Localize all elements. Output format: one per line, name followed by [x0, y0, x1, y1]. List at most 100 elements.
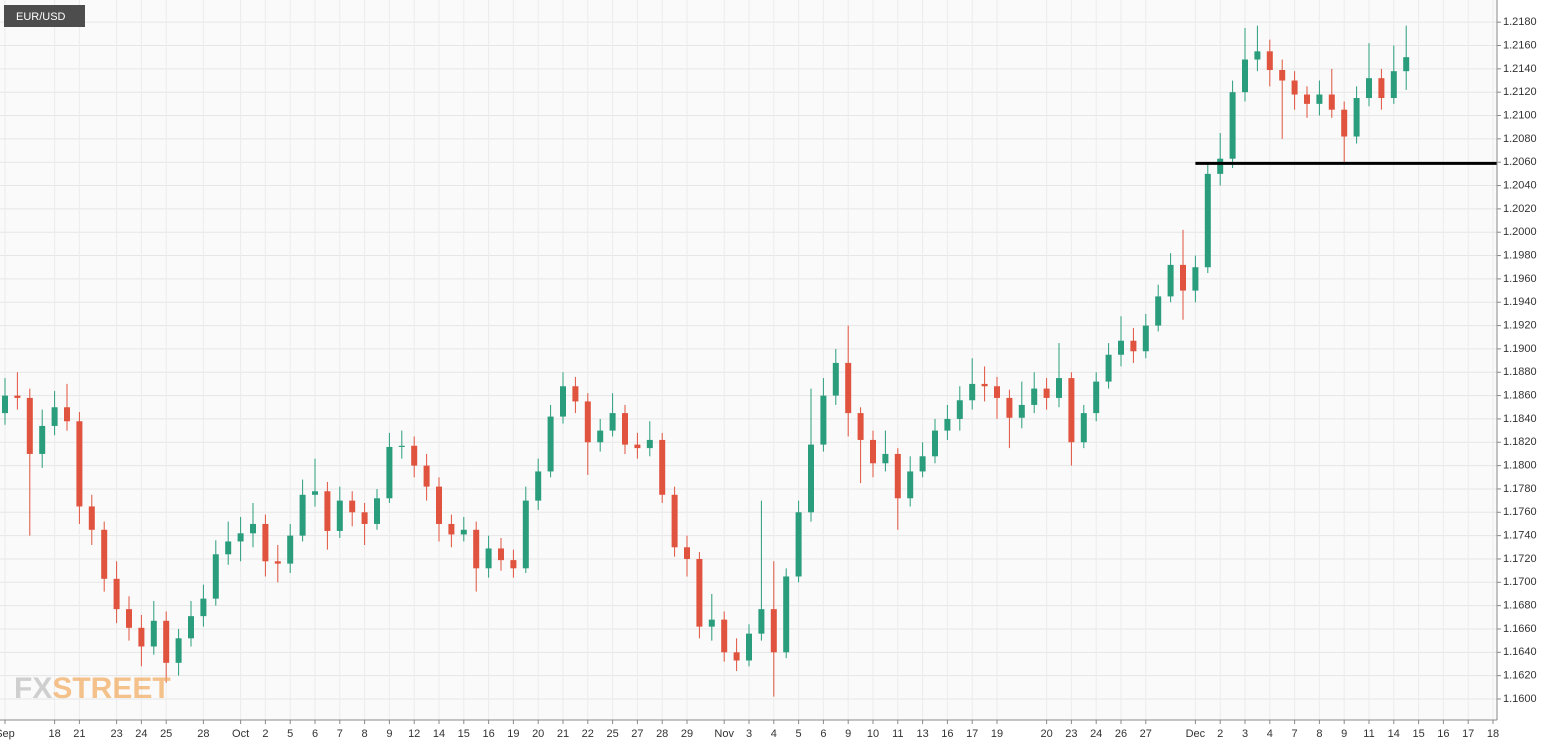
- x-tick-label: 10: [867, 728, 879, 740]
- x-tick-label: 3: [746, 728, 752, 740]
- candle-body: [981, 383, 988, 387]
- candle-body: [870, 439, 876, 464]
- candle-body: [374, 498, 380, 524]
- x-tick-label: 9: [845, 728, 851, 740]
- candle-body: [398, 445, 405, 447]
- candle-body: [76, 421, 83, 507]
- candle-body: [2, 395, 8, 414]
- candle-body: [795, 512, 802, 577]
- candle-body: [336, 500, 343, 531]
- candle-body: [225, 541, 232, 555]
- watermark-fx: FX: [14, 672, 52, 705]
- candle-body: [349, 500, 356, 513]
- candle-body: [1006, 397, 1013, 418]
- candle-body: [1291, 80, 1298, 95]
- candle-body: [1031, 388, 1038, 405]
- candle-body: [250, 523, 256, 534]
- candle-body: [1018, 404, 1025, 418]
- candle-body: [1366, 78, 1372, 99]
- candle-body: [1068, 378, 1075, 443]
- candle-body: [1217, 158, 1224, 174]
- candle-body: [1353, 98, 1360, 137]
- x-tick-label: 16: [941, 728, 953, 740]
- x-tick-label: 8: [362, 728, 368, 740]
- x-tick-label: 27: [1140, 728, 1152, 740]
- candle-body: [1056, 378, 1062, 398]
- candle-body: [274, 561, 281, 564]
- x-tick-label: Oct: [232, 728, 249, 740]
- candle-body: [200, 598, 207, 617]
- candle-body: [1142, 325, 1149, 352]
- candle-body: [634, 444, 641, 449]
- candle-body: [684, 547, 690, 559]
- candle-body: [932, 430, 938, 457]
- x-tick-label: 18: [1487, 728, 1499, 740]
- x-tick-label: 5: [796, 728, 802, 740]
- watermark: FXSTREET: [14, 672, 171, 705]
- y-tick-label: 1.2120: [1503, 86, 1537, 98]
- candle-body: [312, 491, 318, 495]
- candle-body: [386, 446, 393, 499]
- candle-body: [113, 578, 120, 610]
- candle-body: [1080, 413, 1087, 443]
- x-tick-label: 8: [1316, 728, 1322, 740]
- candle-body: [1304, 94, 1310, 104]
- x-tick-label: 25: [160, 728, 172, 740]
- x-tick-label: 24: [135, 728, 147, 740]
- candle-body: [423, 465, 430, 487]
- candle-body: [547, 416, 554, 472]
- candle-body: [956, 400, 963, 419]
- x-tick-label: 29: [681, 728, 693, 740]
- candle-body: [1328, 94, 1335, 110]
- x-tick-label: 21: [557, 728, 569, 740]
- candle-body: [1180, 264, 1186, 291]
- y-tick-label: 1.2040: [1503, 179, 1537, 191]
- candle-body: [473, 529, 480, 569]
- candle-body: [299, 494, 306, 536]
- y-tick-label: 1.1720: [1503, 553, 1537, 565]
- candle-body: [88, 506, 95, 530]
- y-tick-label: 1.1940: [1503, 296, 1537, 308]
- x-tick-label: 6: [820, 728, 826, 740]
- y-tick-label: 1.1800: [1503, 460, 1537, 472]
- x-tick-label: 16: [482, 728, 494, 740]
- candle-body: [696, 558, 703, 627]
- candle-body: [919, 456, 926, 472]
- x-tick-label: 16: [1437, 728, 1449, 740]
- y-tick-label: 1.1840: [1503, 413, 1537, 425]
- candle-body: [1155, 296, 1162, 326]
- candle-body: [708, 619, 715, 627]
- candle-body: [758, 609, 765, 634]
- y-tick-label: 1.1900: [1503, 343, 1537, 355]
- y-tick-label: 1.1780: [1503, 483, 1537, 495]
- candle-body: [1167, 264, 1174, 297]
- y-tick-label: 1.2020: [1503, 203, 1537, 215]
- x-tick-label: 14: [1388, 728, 1400, 740]
- y-tick-label: 1.1660: [1503, 623, 1537, 635]
- y-tick-label: 1.1680: [1503, 600, 1537, 612]
- y-tick-label: 1.1740: [1503, 530, 1537, 542]
- x-tick-label: 19: [991, 728, 1003, 740]
- candle-body: [1242, 59, 1248, 93]
- candle-body: [1279, 70, 1286, 81]
- candle-body: [498, 548, 504, 561]
- candle-body: [1043, 388, 1050, 398]
- x-tick-label: 6: [312, 728, 318, 740]
- x-tick-label: 15: [1412, 728, 1424, 740]
- candle-body: [907, 471, 914, 499]
- y-tick-label: 1.2180: [1503, 16, 1537, 28]
- y-tick-label: 1.1600: [1503, 693, 1537, 705]
- x-tick-label: 7: [337, 728, 343, 740]
- y-tick-label: 1.2160: [1503, 39, 1537, 51]
- x-tick-label: 17: [966, 728, 978, 740]
- candle-body: [1266, 51, 1273, 71]
- candle-body: [1130, 340, 1137, 352]
- candle-body: [857, 413, 864, 440]
- x-tick-label: 23: [1065, 728, 1077, 740]
- x-tick-label: Dec: [1186, 728, 1206, 740]
- candle-body: [1378, 78, 1385, 99]
- candle-body: [783, 576, 790, 653]
- candle-body: [572, 386, 579, 402]
- candle-body: [510, 560, 517, 569]
